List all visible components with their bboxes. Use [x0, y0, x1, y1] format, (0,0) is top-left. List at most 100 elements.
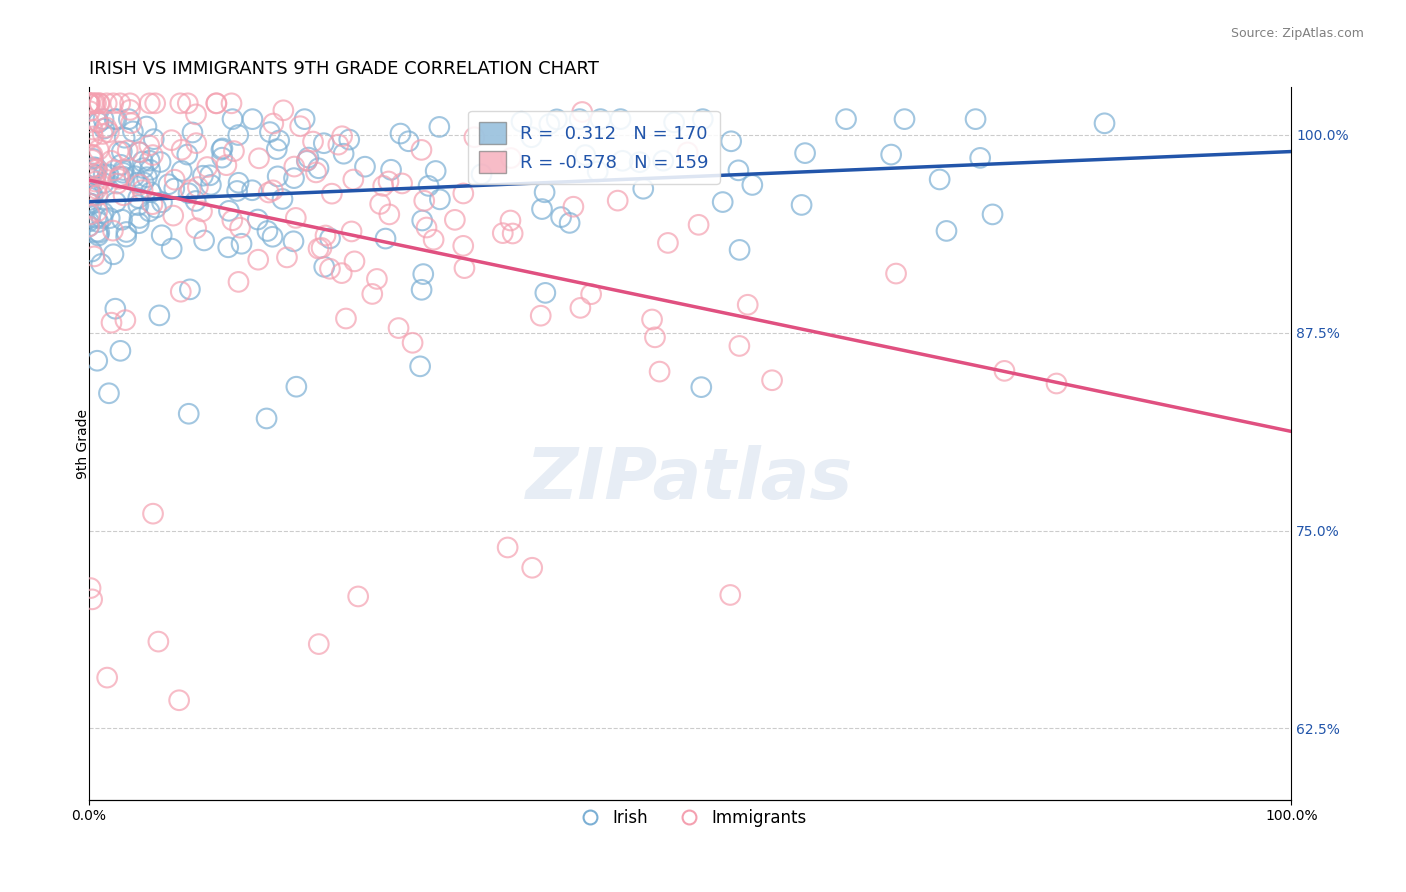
Point	[93, 121, 115, 136]
Point	[115, 225, 138, 239]
Point	[633, 182, 655, 196]
Point	[104, 195, 127, 210]
Point	[128, 145, 150, 160]
Point	[690, 380, 713, 394]
Point	[103, 247, 125, 261]
Point	[530, 309, 553, 323]
Point	[391, 177, 413, 191]
Point	[231, 236, 253, 251]
Point	[269, 134, 291, 148]
Point	[191, 169, 214, 183]
Point	[728, 243, 751, 257]
Point	[499, 213, 522, 227]
Point	[283, 171, 305, 186]
Point	[111, 166, 134, 180]
Point	[83, 161, 105, 175]
Point	[86, 182, 108, 196]
Point	[285, 380, 308, 394]
Point	[77, 196, 100, 211]
Point	[170, 285, 193, 299]
Point	[284, 211, 307, 225]
Point	[77, 190, 100, 204]
Point	[711, 195, 734, 210]
Point	[103, 96, 125, 111]
Point	[87, 115, 110, 129]
Point	[295, 153, 318, 168]
Point	[981, 207, 1004, 221]
Point	[135, 120, 157, 134]
Point	[470, 167, 492, 181]
Point	[132, 161, 155, 175]
Point	[112, 163, 135, 178]
Point	[644, 330, 666, 344]
Point	[141, 197, 163, 211]
Point	[128, 216, 150, 230]
Point	[128, 145, 150, 160]
Point	[728, 339, 751, 353]
Point	[157, 178, 180, 192]
Point	[86, 178, 108, 193]
Point	[120, 96, 142, 111]
Point	[127, 198, 149, 212]
Point	[271, 192, 294, 206]
Point	[315, 228, 337, 243]
Point	[463, 130, 485, 145]
Point	[77, 96, 100, 111]
Point	[641, 312, 664, 326]
Point	[330, 266, 353, 280]
Point	[80, 196, 103, 211]
Point	[132, 175, 155, 189]
Point	[89, 96, 111, 111]
Point	[82, 122, 104, 136]
Point	[100, 316, 122, 330]
Point	[77, 169, 100, 184]
Point	[145, 201, 167, 215]
Point	[177, 96, 200, 111]
Point	[444, 212, 467, 227]
Point	[177, 186, 200, 201]
Point	[993, 364, 1015, 378]
Point	[89, 226, 111, 240]
Point	[118, 103, 141, 117]
Point	[104, 301, 127, 316]
Point	[139, 185, 162, 199]
Point	[321, 186, 343, 201]
Point	[453, 261, 475, 276]
Point	[319, 231, 342, 245]
Point	[312, 136, 335, 151]
Point	[308, 637, 330, 651]
Point	[880, 147, 903, 161]
Point	[221, 112, 243, 127]
Point	[538, 117, 561, 131]
Point	[411, 213, 433, 227]
Point	[294, 112, 316, 127]
Point	[124, 169, 146, 183]
Point	[418, 178, 440, 193]
Point	[176, 147, 198, 161]
Text: IRISH VS IMMIGRANTS 9TH GRADE CORRELATION CHART: IRISH VS IMMIGRANTS 9TH GRADE CORRELATIO…	[89, 60, 599, 78]
Point	[83, 249, 105, 263]
Point	[101, 224, 124, 238]
Point	[218, 203, 240, 218]
Point	[308, 242, 330, 256]
Point	[534, 285, 557, 300]
Point	[256, 224, 278, 238]
Point	[266, 142, 288, 156]
Point	[127, 191, 149, 205]
Point	[142, 507, 165, 521]
Point	[86, 114, 108, 128]
Point	[718, 588, 741, 602]
Point	[103, 163, 125, 178]
Point	[77, 132, 100, 146]
Point	[80, 161, 103, 176]
Point	[160, 133, 183, 147]
Point	[120, 116, 142, 130]
Point	[228, 275, 250, 289]
Point	[612, 153, 634, 168]
Point	[215, 158, 238, 172]
Point	[546, 112, 568, 127]
Point	[790, 198, 813, 212]
Point	[79, 581, 101, 595]
Point	[79, 96, 101, 111]
Point	[91, 127, 114, 141]
